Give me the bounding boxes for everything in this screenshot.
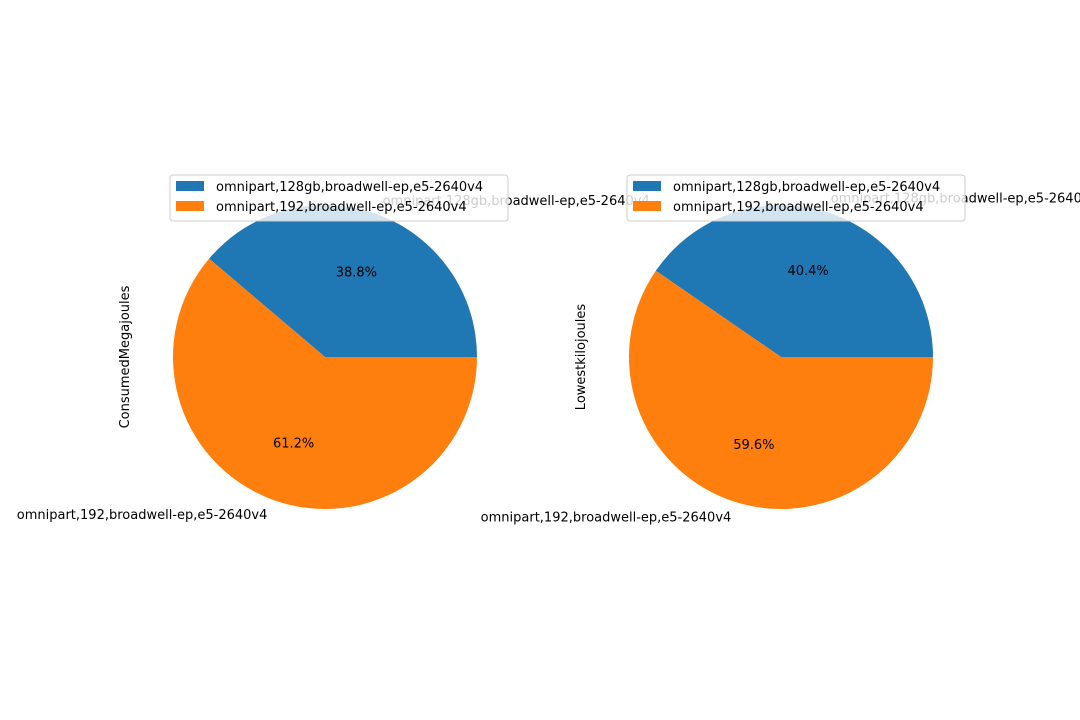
percent-label-128gb: 40.4% xyxy=(787,264,828,279)
legend-box xyxy=(626,174,966,222)
pie-slices xyxy=(173,205,478,510)
percent-label-128gb: 38.8% xyxy=(336,265,377,280)
percent-label-192: 59.6% xyxy=(733,438,774,453)
pie-chart-consumed-megajoules: omnipart,128gb,broadwell-ep,e5-2640v4 om… xyxy=(17,174,650,523)
legend-swatch-192 xyxy=(176,201,204,211)
y-axis-label: ConsumedMegajoules xyxy=(118,285,133,428)
legend-label-128gb: omnipart,128gb,broadwell-ep,e5-2640v4 xyxy=(673,180,940,195)
category-label-192: omnipart,192,broadwell-ep,e5-2640v4 xyxy=(17,508,268,523)
percent-label-192: 61.2% xyxy=(273,437,314,452)
legend-swatch-128gb xyxy=(176,181,204,191)
legend-swatch-192 xyxy=(633,201,661,211)
category-label-192: omnipart,192,broadwell-ep,e5-2640v4 xyxy=(481,511,732,526)
legend-swatch-128gb xyxy=(633,181,661,191)
legend-label-128gb: omnipart,128gb,broadwell-ep,e5-2640v4 xyxy=(216,180,483,195)
pie-chart-lowest-kilojoules: omnipart,128gb,broadwell-ep,e5-2640v4 om… xyxy=(481,174,1080,526)
legend-box xyxy=(169,174,509,222)
pie-slice-192 xyxy=(173,258,477,510)
legend-label-192: omnipart,192,broadwell-ep,e5-2640v4 xyxy=(673,200,924,215)
pie-slice-128gb xyxy=(655,205,933,357)
legend: omnipart,128gb,broadwell-ep,e5-2640v4 om… xyxy=(169,174,509,222)
pie-slice-128gb xyxy=(209,205,478,357)
pie-slices xyxy=(629,205,933,510)
legend: omnipart,128gb,broadwell-ep,e5-2640v4 om… xyxy=(626,174,966,222)
pie-slice-192 xyxy=(629,270,933,510)
y-axis-label: Lowestkilojoules xyxy=(574,304,589,411)
legend-label-192: omnipart,192,broadwell-ep,e5-2640v4 xyxy=(216,200,467,215)
